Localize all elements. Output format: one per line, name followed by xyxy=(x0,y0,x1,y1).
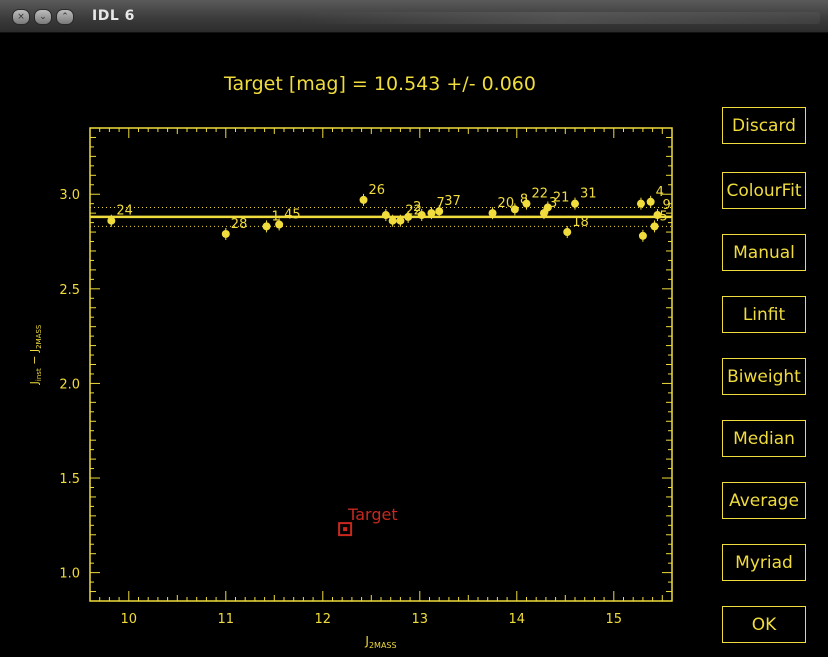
maximize-window-icon[interactable]: ⌃ xyxy=(56,9,74,25)
x-tick-label: 15 xyxy=(606,612,623,627)
x-axis-label: J2MASS xyxy=(364,634,396,650)
data-point-label: 31 xyxy=(580,187,597,202)
data-point xyxy=(650,222,659,231)
myriad-button[interactable]: Myriad xyxy=(722,544,806,581)
close-window-icon[interactable]: × xyxy=(12,9,30,25)
data-point xyxy=(262,222,271,231)
data-point xyxy=(381,211,390,220)
data-point-label: 3 xyxy=(549,196,557,211)
y-tick-label: 3.0 xyxy=(59,188,80,203)
data-point-label: 2 xyxy=(413,200,421,215)
target-marker-core xyxy=(343,527,348,532)
titlebar-decoration xyxy=(300,12,820,24)
y-axis-label: Jinst − J2MASS xyxy=(28,324,43,385)
data-point-label: 18 xyxy=(572,215,589,230)
y-tick-label: 1.5 xyxy=(59,472,80,487)
idl-draw-area: Target [mag] = 10.543 +/- 0.060 10 11 12 13… xyxy=(10,33,818,655)
average-button[interactable]: Average xyxy=(722,482,806,519)
x-tick-label: 14 xyxy=(509,612,526,627)
data-point xyxy=(522,199,531,208)
data-point-label: 28 xyxy=(231,217,248,232)
data-point xyxy=(510,205,519,214)
x-tick-label: 10 xyxy=(121,612,138,627)
data-point xyxy=(539,209,548,218)
x-tick-label: 13 xyxy=(412,612,429,627)
minimize-window-icon[interactable]: ⌄ xyxy=(34,9,52,25)
calibration-plot: Target [mag] = 10.543 +/- 0.060 10 11 12 13… xyxy=(28,73,673,650)
data-point xyxy=(396,216,405,225)
biweight-button[interactable]: Biweight xyxy=(722,358,806,395)
data-point xyxy=(646,197,655,206)
data-point-label: 45 xyxy=(284,207,301,222)
data-point xyxy=(417,211,426,220)
ok-button[interactable]: OK xyxy=(722,606,806,643)
data-point xyxy=(275,220,284,229)
data-point-label: 8 xyxy=(520,192,528,207)
y-tick-label: 1.0 xyxy=(59,567,80,582)
data-point xyxy=(107,216,116,225)
data-point xyxy=(427,209,436,218)
window-title: IDL 6 xyxy=(92,8,135,24)
data-point xyxy=(636,199,645,208)
data-point xyxy=(221,229,230,238)
median-button[interactable]: Median xyxy=(722,420,806,457)
data-point-label: 9 xyxy=(662,198,670,213)
x-tick-label: 12 xyxy=(315,612,332,627)
data-point-label: 7 xyxy=(436,196,444,211)
data-point-label: 5 xyxy=(660,209,668,224)
x-tick-label: 11 xyxy=(218,612,235,627)
data-point-label: 26 xyxy=(369,183,386,198)
plot-header: Target [mag] = 10.543 +/- 0.060 xyxy=(223,73,536,95)
linfit-button[interactable]: Linfit xyxy=(722,296,806,333)
manual-button[interactable]: Manual xyxy=(722,234,806,271)
data-point xyxy=(488,209,497,218)
discard-button[interactable]: Discard xyxy=(722,107,806,144)
data-point xyxy=(563,228,572,237)
data-point xyxy=(543,203,552,212)
data-point xyxy=(435,207,444,216)
y-tick-label: 2.0 xyxy=(59,377,80,392)
data-point-label: 21 xyxy=(553,190,570,205)
data-point-label: 1 xyxy=(272,209,280,224)
target-marker xyxy=(338,522,353,537)
data-point-label: 4 xyxy=(656,185,664,200)
window-titlebar: × ⌄ ⌃ IDL 6 xyxy=(0,0,828,33)
data-point xyxy=(404,212,413,221)
data-point xyxy=(359,195,368,204)
data-point-label: 20 xyxy=(498,196,515,211)
data-point xyxy=(638,231,647,240)
target-label: Target xyxy=(347,505,398,524)
data-point-label: 24 xyxy=(116,204,133,219)
data-point-label: 22 xyxy=(532,187,549,202)
data-point-label: 37 xyxy=(444,194,461,209)
colourfit-button[interactable]: ColourFit xyxy=(722,172,806,209)
data-point xyxy=(388,216,397,225)
data-point xyxy=(571,199,579,208)
data-point xyxy=(653,211,662,220)
y-tick-label: 2.5 xyxy=(59,283,80,298)
